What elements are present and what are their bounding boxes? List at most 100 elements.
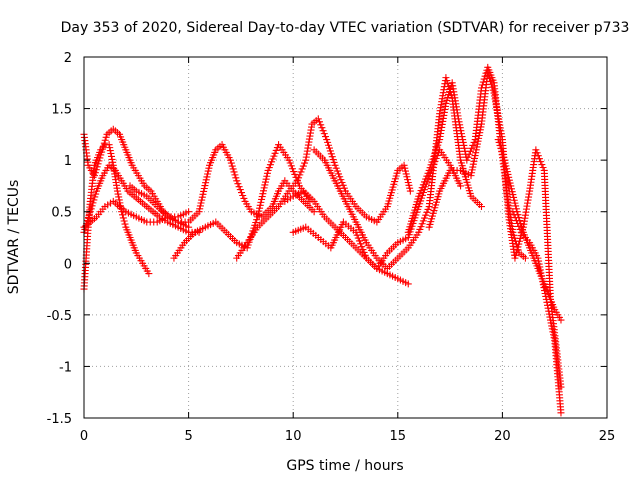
data-point-trail: [443, 77, 451, 85]
data-point-trail: [204, 170, 212, 178]
data-point-trail: [107, 152, 115, 160]
data-point-trail: [542, 292, 550, 300]
data-point-trail: [498, 147, 506, 155]
x-tick-label: 0: [80, 429, 88, 444]
data-point-trail: [495, 138, 503, 146]
data-point-trail: [91, 193, 99, 201]
data-point-trail: [93, 163, 101, 171]
data-point-trail: [256, 204, 264, 212]
gridlines: [84, 57, 607, 418]
data-point-trail: [119, 214, 127, 222]
data-point: [254, 213, 262, 221]
data-point-trail: [199, 190, 207, 198]
data-point-trail: [259, 190, 267, 198]
data-point-trail: [200, 185, 208, 193]
chart-title: Day 353 of 2020, Sidereal Day-to-day VTE…: [61, 20, 630, 36]
data-point-trail: [511, 214, 519, 222]
data-point: [532, 146, 540, 154]
data-point-trail: [496, 141, 504, 149]
data-point-trail: [512, 217, 520, 225]
data-point-trail: [538, 272, 546, 280]
data-point-trail: [464, 153, 472, 161]
data-point-trail: [197, 199, 205, 207]
data-point-trail: [239, 192, 247, 200]
data-point-trail: [321, 133, 329, 141]
data-point: [557, 316, 565, 324]
data-point-trail: [539, 278, 547, 286]
data-point-trail: [255, 207, 263, 215]
y-tick-label: 2: [64, 51, 72, 66]
data-point-trail: [84, 214, 92, 222]
data-point-trail: [545, 307, 553, 315]
data-point-trail: [234, 180, 242, 188]
data-points: [80, 63, 565, 417]
data-point-trail: [486, 77, 494, 85]
data-point-trail: [497, 144, 505, 152]
data-point-trail: [99, 142, 107, 150]
data-point-trail: [231, 171, 239, 179]
data-point-trail: [295, 174, 303, 182]
data-point-trail: [456, 121, 464, 129]
data-point-trail: [230, 168, 238, 176]
x-tick-label: 15: [390, 429, 407, 444]
data-point-trail: [258, 195, 266, 203]
data-point-trail: [488, 83, 496, 91]
data-point-trail: [296, 171, 304, 179]
data-point: [90, 172, 98, 180]
data-point-trail: [537, 158, 545, 166]
data-point-trail: [486, 74, 494, 82]
data-point-trail: [458, 133, 466, 141]
data-point-trail: [118, 211, 126, 219]
data-point-trail: [319, 127, 327, 135]
x-tick-label: 25: [599, 429, 616, 444]
data-point-trail: [460, 144, 468, 152]
data-point-trail: [121, 220, 129, 228]
y-tick-label: 1.5: [51, 103, 72, 118]
data-point-trail: [100, 139, 108, 147]
data-point: [557, 409, 565, 417]
data-point-trail: [101, 136, 109, 144]
data-point-trail: [235, 183, 243, 191]
y-tick-label: -1.5: [47, 412, 72, 427]
data-point-trail: [470, 138, 478, 146]
data-point-trail: [538, 275, 546, 283]
data-point-trail: [535, 260, 543, 268]
data-point-trail: [547, 316, 555, 324]
data-point-trail: [544, 304, 552, 312]
data-point-trail: [87, 205, 95, 213]
data-point: [442, 99, 450, 107]
data-point-trail: [228, 162, 236, 170]
data-point-trail: [536, 263, 544, 271]
data-point-trail: [236, 186, 244, 194]
data-point-trail: [549, 328, 557, 336]
data-point-trail: [459, 138, 467, 146]
data-point-trail: [297, 168, 305, 176]
data-point-trail: [457, 130, 465, 138]
data-point-trail: [198, 196, 206, 204]
data-point-trail: [539, 281, 547, 289]
data-point-trail: [94, 160, 102, 168]
data-point-trail: [258, 193, 266, 201]
data-point-trail: [257, 198, 265, 206]
data-point-trail: [545, 310, 553, 318]
data-point-trail: [92, 166, 100, 174]
data-point-trail: [489, 86, 497, 94]
x-axis: 0 5 10 15 20 25: [80, 57, 615, 444]
data-point-trail: [540, 284, 548, 292]
data-point-trail: [547, 319, 555, 327]
data-point-trail: [536, 266, 544, 274]
data-point: [534, 254, 542, 262]
y-tick-label: -0.5: [47, 309, 72, 324]
data-point: [509, 208, 517, 216]
data-point-trail: [533, 149, 541, 157]
data-point-trail: [98, 148, 106, 156]
data-point-trail: [106, 144, 114, 152]
data-point-trail: [200, 187, 208, 195]
y-axis: -1.5 -1 -0.5 0 0.5 1 1.5 2: [47, 51, 607, 427]
data-point: [113, 187, 121, 195]
data-point-trail: [198, 193, 206, 201]
data-point: [105, 141, 113, 149]
data-point: [97, 151, 105, 159]
data-point: [463, 156, 471, 164]
data-point-trail: [96, 154, 104, 162]
